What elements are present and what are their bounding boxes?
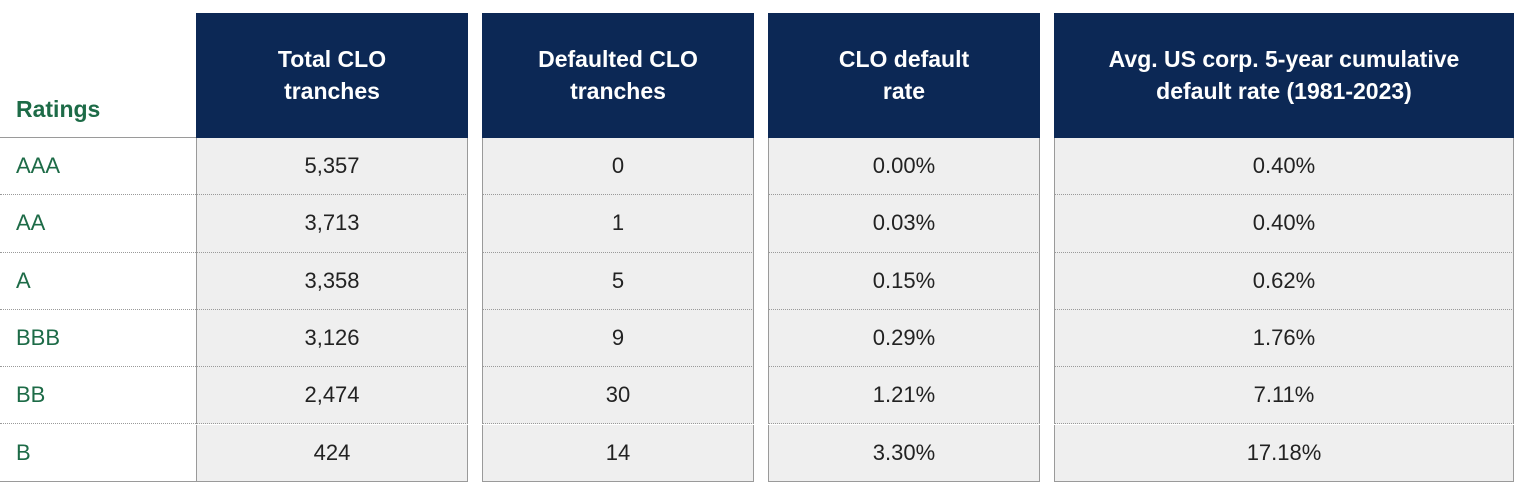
table-cell: 14 (482, 424, 754, 482)
rating-label: B (0, 425, 196, 482)
table-cell: 0.00% (768, 138, 1040, 196)
table-cell: 3.30% (768, 424, 1040, 482)
table-cell: 3,713 (196, 195, 468, 253)
table-cell: 0.40% (1054, 138, 1514, 196)
row-header-title: Ratings (0, 13, 196, 138)
header-text: Avg. US corp. 5-year cumulative default … (1108, 46, 1460, 104)
rating-label: AA (0, 195, 196, 253)
table-cell: 7.11% (1054, 367, 1514, 425)
table-cell: 1 (482, 195, 754, 253)
table-cell: 3,126 (196, 309, 468, 368)
table-cell: 0 (482, 138, 754, 196)
table-cell: 0.62% (1054, 252, 1514, 310)
rating-label: A (0, 253, 196, 310)
column-header: Defaulted CLO tranches (482, 13, 754, 138)
rating-label: BBB (0, 310, 196, 368)
column-header: CLO default rate (768, 13, 1040, 138)
table-cell: 0.40% (1054, 195, 1514, 253)
header-text: Defaulted CLO tranches (538, 46, 698, 104)
table-cell: 9 (482, 309, 754, 368)
table-cell: 0.03% (768, 195, 1040, 253)
header-text: Total CLO tranches (277, 46, 387, 104)
table-cell: 5,357 (196, 138, 468, 196)
column-header: Total CLO tranches (196, 13, 468, 138)
table-cell: 5 (482, 252, 754, 310)
table-cell: 0.15% (768, 252, 1040, 310)
table-cell: 1.21% (768, 367, 1040, 425)
table-cell: 2,474 (196, 367, 468, 425)
rating-label: AAA (0, 138, 196, 196)
table-cell: 424 (196, 424, 468, 482)
table-cell: 3,358 (196, 252, 468, 310)
table-cell: 30 (482, 367, 754, 425)
header-text: CLO default rate (838, 46, 970, 104)
rating-label: BB (0, 367, 196, 425)
table-cell: 1.76% (1054, 309, 1514, 368)
table-cell: 0.29% (768, 309, 1040, 368)
column-header: Avg. US corp. 5-year cumulative default … (1054, 13, 1514, 138)
table-cell: 17.18% (1054, 424, 1514, 482)
